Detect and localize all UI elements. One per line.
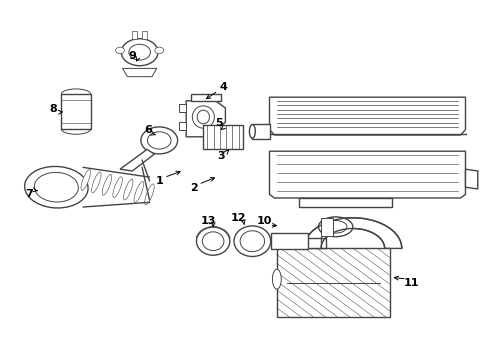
Text: 4: 4	[219, 82, 227, 92]
Polygon shape	[252, 124, 270, 139]
Polygon shape	[296, 238, 326, 248]
Text: 1: 1	[155, 176, 163, 186]
Ellipse shape	[141, 127, 177, 154]
Text: 7: 7	[25, 189, 33, 199]
Text: 11: 11	[404, 278, 419, 288]
Ellipse shape	[34, 172, 78, 202]
Polygon shape	[186, 101, 225, 137]
Text: 9: 9	[128, 51, 136, 61]
Polygon shape	[304, 218, 402, 248]
Ellipse shape	[324, 220, 347, 233]
Ellipse shape	[155, 47, 164, 54]
Polygon shape	[321, 218, 333, 236]
Polygon shape	[142, 31, 147, 39]
Polygon shape	[270, 151, 465, 198]
Ellipse shape	[234, 226, 270, 256]
Bar	[61, 94, 91, 129]
Ellipse shape	[24, 166, 88, 208]
Ellipse shape	[113, 177, 122, 198]
Ellipse shape	[81, 170, 91, 190]
Text: 10: 10	[257, 216, 272, 226]
Text: 13: 13	[200, 216, 216, 226]
Polygon shape	[120, 149, 154, 171]
Ellipse shape	[249, 125, 255, 138]
Polygon shape	[179, 122, 186, 130]
Ellipse shape	[197, 110, 210, 124]
Ellipse shape	[196, 227, 230, 255]
Ellipse shape	[318, 217, 353, 237]
Text: 3: 3	[218, 151, 225, 161]
Bar	[271, 233, 308, 249]
Text: 6: 6	[144, 125, 152, 135]
Text: 5: 5	[215, 118, 223, 129]
Ellipse shape	[145, 184, 154, 205]
Polygon shape	[466, 169, 478, 189]
Ellipse shape	[240, 231, 265, 252]
Text: 12: 12	[231, 213, 246, 223]
Ellipse shape	[129, 44, 150, 60]
Ellipse shape	[123, 179, 133, 200]
Ellipse shape	[134, 181, 144, 202]
Bar	[277, 248, 390, 317]
Bar	[203, 125, 243, 148]
Ellipse shape	[102, 174, 112, 195]
Ellipse shape	[202, 232, 224, 251]
Polygon shape	[191, 94, 220, 101]
Polygon shape	[132, 31, 137, 39]
Ellipse shape	[121, 39, 158, 66]
Ellipse shape	[116, 47, 124, 54]
Text: 8: 8	[49, 104, 57, 114]
Text: 2: 2	[190, 183, 197, 193]
Polygon shape	[299, 198, 392, 207]
Polygon shape	[179, 104, 186, 112]
Polygon shape	[122, 68, 157, 77]
Ellipse shape	[92, 172, 101, 193]
Ellipse shape	[193, 106, 215, 128]
Ellipse shape	[272, 269, 281, 289]
Ellipse shape	[147, 132, 171, 149]
Polygon shape	[270, 97, 465, 135]
